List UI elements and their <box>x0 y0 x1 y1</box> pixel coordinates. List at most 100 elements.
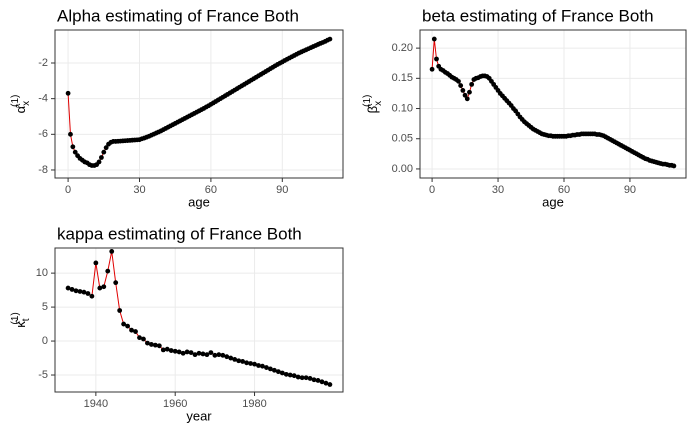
y-axis-sub: t <box>21 318 32 321</box>
x-tick-label: 90 <box>624 184 636 196</box>
data-point <box>311 377 317 383</box>
x-tick-label: 30 <box>133 184 145 196</box>
data-point <box>164 346 170 352</box>
data-point <box>327 36 333 42</box>
plot-border <box>54 29 344 179</box>
y-axis-sub: x <box>21 101 32 106</box>
data-point <box>72 149 78 155</box>
data-point <box>137 335 142 341</box>
data-point <box>125 323 130 329</box>
data-point <box>224 354 230 360</box>
y-axis-symbol: α̂ <box>13 103 28 114</box>
y-tick-label: -5 <box>38 369 48 381</box>
y-axis-symbol: κ̂ <box>13 318 28 328</box>
data-point <box>105 268 111 274</box>
data-point <box>264 365 269 370</box>
y-axis-title: β̂x(1) <box>362 95 384 114</box>
data-point <box>145 340 150 346</box>
data-point <box>303 375 309 381</box>
data-point <box>323 380 329 386</box>
x-tick-label: 0 <box>65 184 71 196</box>
y-axis-sup: (1) <box>10 312 21 324</box>
data-point <box>287 372 293 378</box>
data-point <box>307 376 313 381</box>
y-tick-label: 0.10 <box>392 102 413 114</box>
y-tick-label: -8 <box>38 164 48 176</box>
x-tick-label: 1940 <box>84 398 108 410</box>
data-point <box>156 343 162 349</box>
data-point <box>256 363 261 368</box>
data-point <box>275 369 281 375</box>
y-axis-title: α̂x(1) <box>10 95 32 114</box>
data-point <box>99 155 104 160</box>
data-point <box>469 81 475 87</box>
data-point <box>96 159 102 165</box>
panel: 0 30 60 90 -8 -6 -4 -2 Alpha estimating of Franc… <box>10 6 344 209</box>
data-point <box>192 352 198 358</box>
data-point <box>467 89 472 95</box>
data-point <box>228 355 234 361</box>
plot-border <box>419 29 687 179</box>
y-tick-label: 0.05 <box>392 133 413 145</box>
data-point <box>260 363 265 369</box>
data-point <box>65 90 71 96</box>
plot-background <box>55 248 343 392</box>
data-point <box>117 308 123 313</box>
data-point <box>133 329 138 334</box>
data-point <box>152 342 158 348</box>
y-tick-label: 0 <box>42 335 48 347</box>
data-point <box>248 361 253 366</box>
data-point <box>81 289 87 295</box>
data-point <box>113 280 119 286</box>
data-point <box>188 350 194 356</box>
data-point <box>240 359 246 364</box>
x-tick-label: 1980 <box>242 398 266 410</box>
data-point <box>103 145 109 151</box>
data-point <box>299 375 305 381</box>
y-axis-sup: (1) <box>362 95 373 107</box>
data-point <box>271 367 277 373</box>
data-point <box>268 366 273 372</box>
data-point <box>172 348 178 354</box>
data-point <box>232 356 238 362</box>
data-point <box>429 66 435 72</box>
plot-background <box>420 30 686 178</box>
data-point <box>176 349 182 355</box>
data-point <box>216 352 222 358</box>
data-point <box>283 371 289 377</box>
chart-title: Alpha estimating of France Both <box>57 6 299 25</box>
panel: 0 30 60 90 0.00 0.05 0.10 0.15 0.20 beta estimati… <box>362 6 687 209</box>
data-point <box>671 163 677 169</box>
x-tick-label: 1960 <box>163 398 187 410</box>
data-point <box>196 350 202 356</box>
y-tick-label: -4 <box>38 93 48 105</box>
data-point <box>160 347 166 353</box>
data-point <box>89 293 95 299</box>
data-point <box>279 370 285 376</box>
y-tick-label: 0.20 <box>392 42 413 54</box>
y-axis-sup: (1) <box>10 95 21 107</box>
data-point <box>109 248 115 254</box>
data-point <box>184 349 190 355</box>
data-point <box>431 36 437 42</box>
data-point <box>208 350 214 356</box>
data-point <box>70 144 76 150</box>
y-axis-sub: x <box>373 101 384 106</box>
data-point <box>236 358 242 364</box>
x-tick-label: 90 <box>276 184 288 196</box>
data-point <box>73 288 79 294</box>
data-point <box>252 361 257 367</box>
data-point <box>458 83 464 88</box>
data-point <box>456 78 461 84</box>
x-axis-title: age <box>188 194 210 209</box>
data-point <box>434 56 439 62</box>
data-point <box>200 351 206 357</box>
data-point <box>295 374 301 380</box>
data-point <box>129 327 134 333</box>
y-tick-label: -6 <box>38 128 48 140</box>
x-tick-label: 60 <box>558 184 570 196</box>
data-point <box>319 379 325 385</box>
plot-border <box>54 247 344 393</box>
data-point <box>148 342 154 347</box>
